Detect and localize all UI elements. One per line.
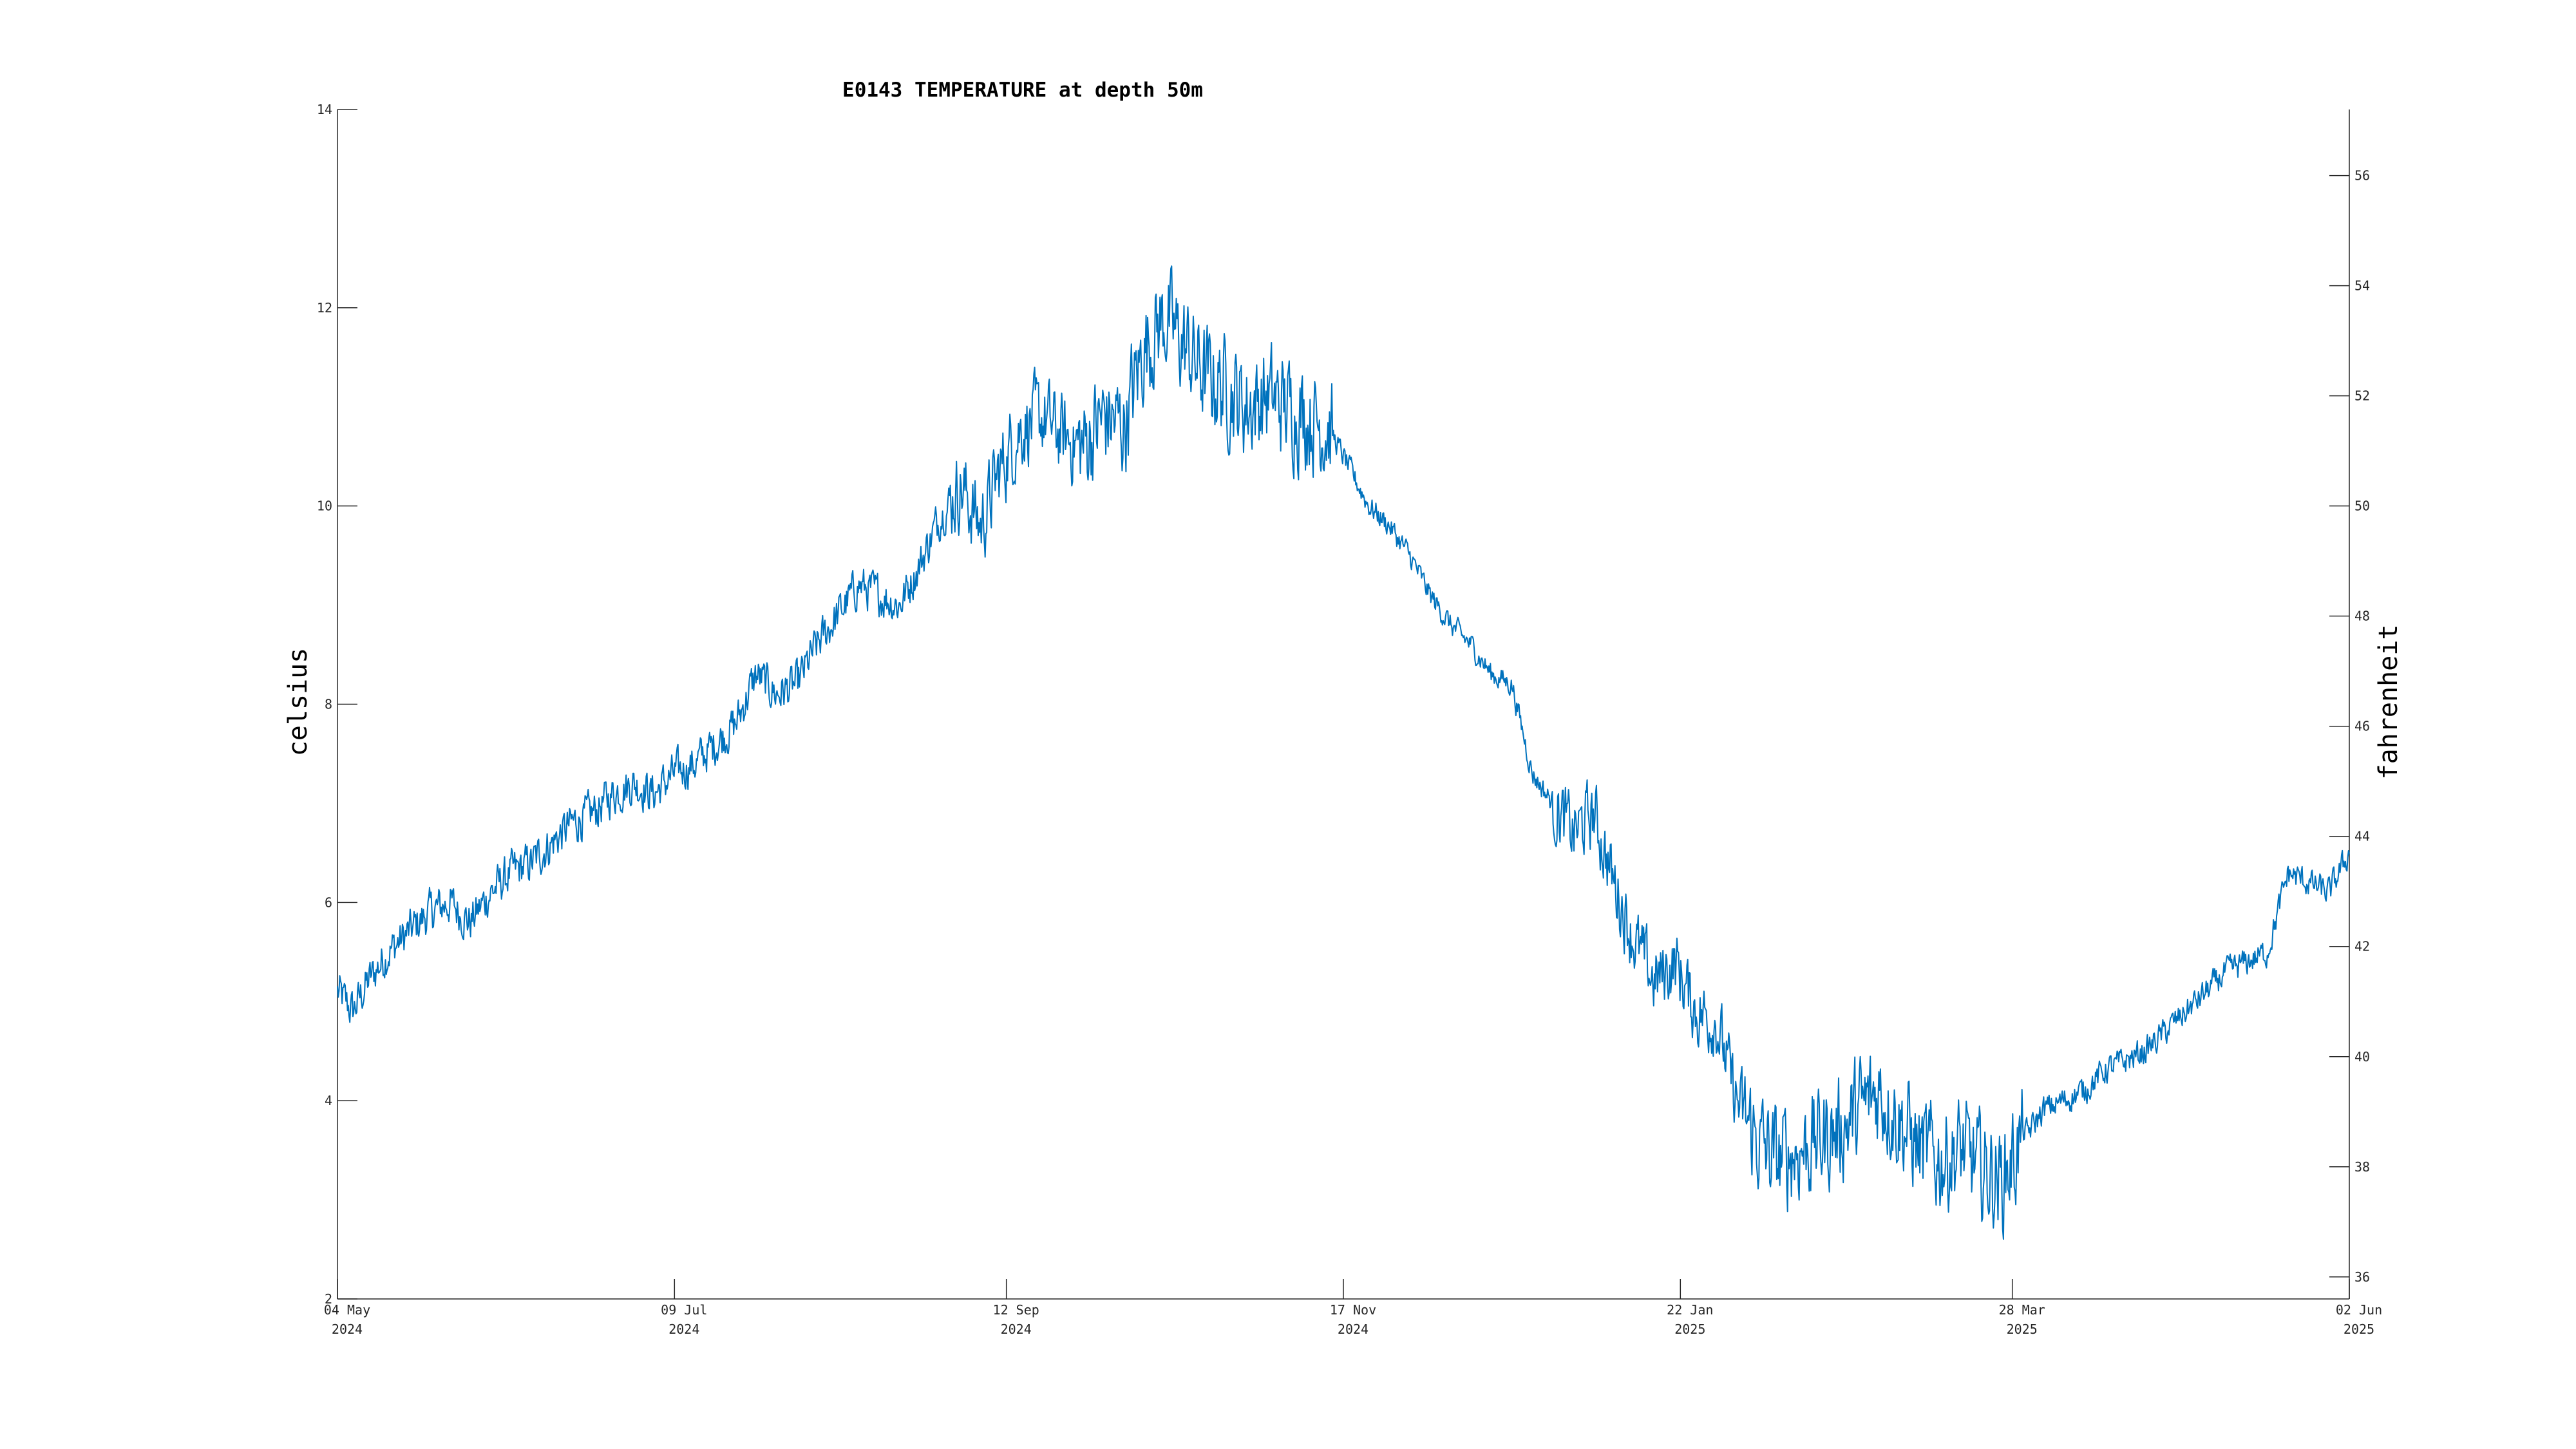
y-right-tick-label: 54: [2354, 278, 2370, 294]
chart-title: E0143 TEMPERATURE at depth 50m: [842, 79, 1203, 102]
y-tick-label: 10: [317, 498, 332, 514]
x-tick-year-label: 2024: [668, 1321, 699, 1337]
y-right-tick-label: 56: [2354, 168, 2370, 184]
y-tick-label: 8: [325, 697, 332, 712]
y-axis-label-left: celsius: [283, 648, 313, 757]
x-tick-label: 04 May: [324, 1302, 370, 1318]
y-right-tick-label: 36: [2354, 1269, 2370, 1285]
series-group: [337, 265, 2350, 1240]
y-tick-label: 12: [317, 300, 332, 316]
y-axis-label-right: fahrenheit: [2374, 625, 2403, 780]
y-right-tick-label: 52: [2354, 388, 2370, 404]
y-tick-label: 6: [325, 895, 332, 910]
y-right-tick-label: 42: [2354, 939, 2370, 954]
y-tick-label: 4: [325, 1093, 332, 1108]
x-tick-label: 12 Sep: [993, 1302, 1039, 1318]
x-tick-year-label: 2024: [1001, 1321, 1032, 1337]
x-tick-label: 22 Jan: [1667, 1302, 1713, 1318]
y-right-tick-label: 50: [2354, 498, 2370, 514]
x-tick-year-label: 2024: [332, 1321, 363, 1337]
y-tick-label: 2: [325, 1291, 332, 1307]
y-right-tick-label: 44: [2354, 829, 2370, 844]
series-line: [337, 265, 2350, 1240]
y-right-tick-label: 40: [2354, 1049, 2370, 1065]
x-tick-year-label: 2025: [1674, 1321, 1705, 1337]
x-tick-year-label: 2025: [2344, 1321, 2374, 1337]
x-tick-label: 28 Mar: [1999, 1302, 2045, 1318]
x-tick-label: 17 Nov: [1330, 1302, 1376, 1318]
x-tick-year-label: 2024: [1338, 1321, 1368, 1337]
y-tick-label: 14: [317, 102, 332, 117]
x-tick-label: 02 Jun: [2336, 1302, 2382, 1318]
y-right-tick-label: 38: [2354, 1159, 2370, 1175]
x-tick-label: 09 Jul: [661, 1302, 707, 1318]
x-tick-year-label: 2025: [2007, 1321, 2038, 1337]
y-right-tick-label: 46: [2354, 719, 2370, 734]
y-right-tick-label: 48: [2354, 609, 2370, 624]
